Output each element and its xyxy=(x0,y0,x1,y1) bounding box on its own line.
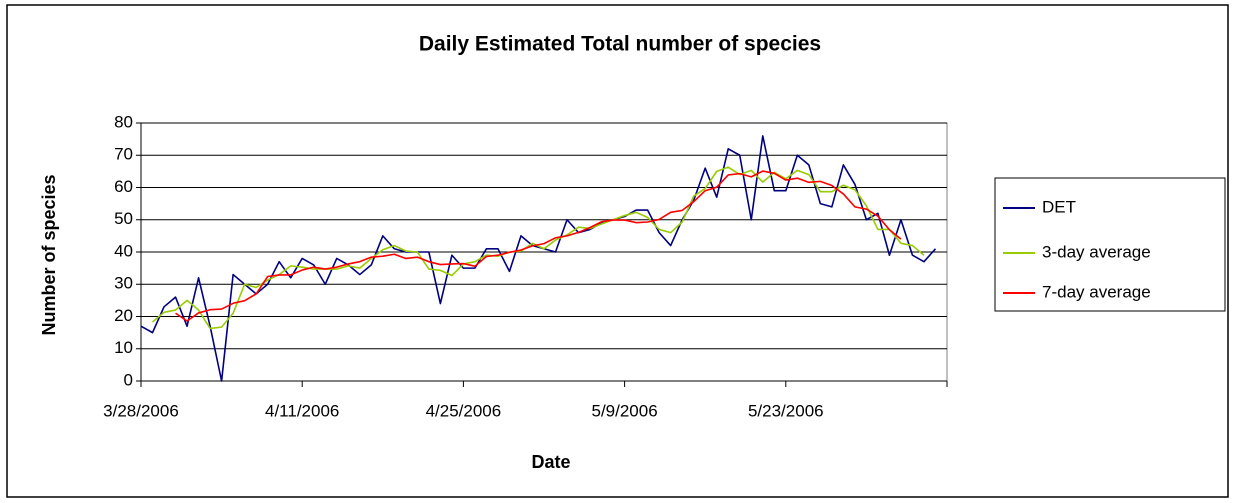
y-axis-title: Number of species xyxy=(39,174,59,335)
legend xyxy=(994,177,1226,312)
y-tick-label: 70 xyxy=(114,145,133,164)
x-tick-label: 5/9/2006 xyxy=(592,401,658,420)
y-tick-label: 0 xyxy=(124,370,133,389)
y-tick-label: 30 xyxy=(114,274,133,293)
y-tick-label: 50 xyxy=(114,209,133,228)
series-line xyxy=(151,166,925,330)
x-tick-label: 4/25/2006 xyxy=(426,401,502,420)
series-line xyxy=(140,135,937,382)
series-line xyxy=(175,170,902,322)
y-tick-label: 10 xyxy=(114,338,133,357)
chart-title: Daily Estimated Total number of species xyxy=(419,33,821,56)
legend-label: 7-day average xyxy=(1042,282,1151,301)
y-tick-label: 20 xyxy=(114,306,133,325)
y-tick-label: 40 xyxy=(114,241,133,260)
y-tick-label: 60 xyxy=(114,177,133,196)
legend-label: DET xyxy=(1042,197,1076,216)
x-axis-title: Date xyxy=(531,452,570,472)
x-tick-label: 4/11/2006 xyxy=(265,401,339,420)
x-tick-label: 3/28/2006 xyxy=(103,401,179,420)
legend-label: 3-day average xyxy=(1042,242,1151,261)
x-tick-label: 5/23/2006 xyxy=(748,401,824,420)
y-tick-label: 80 xyxy=(114,112,133,131)
